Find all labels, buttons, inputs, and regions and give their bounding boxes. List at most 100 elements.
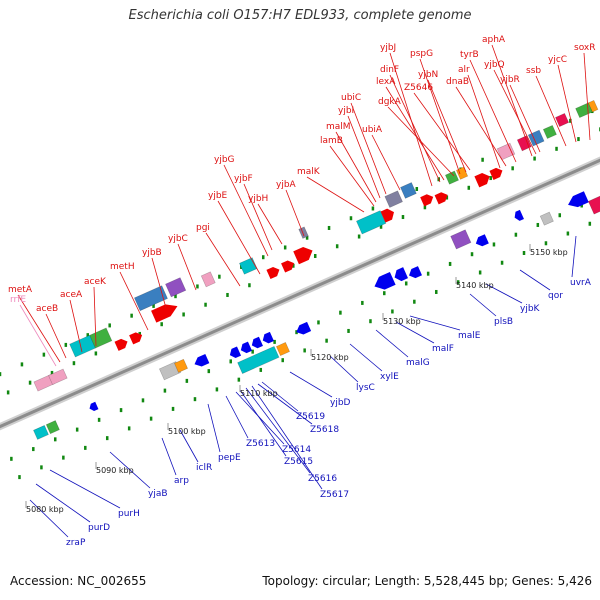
forward-gene-block bbox=[48, 368, 68, 385]
top-label-callout bbox=[19, 304, 57, 367]
bottom-label-callout bbox=[245, 387, 311, 474]
top-label-callout bbox=[583, 52, 591, 141]
guide-dot bbox=[555, 146, 558, 151]
forward-gene-block bbox=[298, 226, 309, 239]
forward-gene-arrow bbox=[281, 260, 295, 273]
forward-gene-arrow bbox=[434, 192, 448, 205]
guide-dot bbox=[185, 378, 189, 383]
top-gene-label: yjbI bbox=[338, 106, 354, 116]
bottom-gene-label: qor bbox=[548, 291, 563, 301]
guide-dot bbox=[32, 447, 35, 452]
bottom-gene-label: Z5615 bbox=[284, 457, 313, 467]
guide-dot bbox=[292, 263, 295, 268]
guide-dot bbox=[305, 235, 309, 240]
top-gene-label: dinF bbox=[380, 65, 399, 75]
forward-gene-arrow bbox=[293, 247, 313, 265]
guide-dot bbox=[522, 250, 526, 255]
guide-dot bbox=[303, 348, 306, 353]
top-label-callout bbox=[205, 232, 241, 287]
bottom-gene-label: malE bbox=[458, 331, 481, 341]
guide-dot bbox=[544, 241, 548, 246]
top-label-callout bbox=[509, 84, 541, 153]
guide-dot bbox=[204, 302, 207, 307]
reverse-gene-arrow bbox=[251, 336, 263, 349]
reverse-gene-arrow bbox=[229, 346, 242, 359]
bottom-gene-label: zraP bbox=[66, 538, 86, 548]
top-label-callout bbox=[347, 115, 381, 199]
guide-dot bbox=[273, 339, 276, 344]
bottom-label-callout bbox=[179, 429, 199, 463]
bottom-label-callout bbox=[161, 437, 177, 476]
top-label-callout bbox=[389, 74, 441, 183]
forward-gene-block bbox=[134, 285, 168, 312]
top-label-callout bbox=[371, 134, 401, 191]
top-gene-label: yjbB bbox=[142, 248, 162, 258]
bottom-label-callout bbox=[469, 293, 497, 317]
top-gene-label: aphA bbox=[482, 35, 506, 45]
top-label-callout bbox=[17, 294, 61, 363]
reverse-gene-block bbox=[237, 345, 280, 374]
top-gene-label: yjbQ bbox=[484, 60, 505, 70]
guide-dot bbox=[127, 426, 131, 431]
top-label-callout bbox=[93, 286, 97, 347]
top-label-callout bbox=[469, 59, 517, 163]
top-label-callout bbox=[455, 86, 507, 167]
ruler-tick-label: 5140 kbp bbox=[456, 281, 494, 290]
bottom-gene-label: pepE bbox=[218, 453, 241, 463]
reverse-gene-arrow bbox=[394, 267, 408, 282]
reverse-gene-block bbox=[174, 358, 189, 373]
guide-dot bbox=[215, 387, 219, 392]
guide-dot bbox=[105, 436, 109, 441]
forward-gene-block bbox=[69, 334, 96, 358]
forward-gene-block bbox=[239, 257, 258, 275]
ruler-tick-label: 5080 kbp bbox=[26, 505, 64, 514]
reverse-gene-arrow bbox=[475, 234, 489, 247]
guide-dot bbox=[467, 185, 471, 190]
bottom-label-callout bbox=[225, 395, 249, 439]
guide-dot bbox=[193, 397, 197, 402]
guide-dot bbox=[566, 231, 570, 236]
top-gene-label: lamB bbox=[320, 136, 343, 146]
guide-dot bbox=[226, 292, 229, 297]
forward-gene-arrow bbox=[380, 208, 394, 223]
bottom-label-callout bbox=[207, 403, 221, 453]
guide-dot bbox=[130, 313, 133, 318]
bottom-gene-label: Z5616 bbox=[308, 474, 337, 484]
top-label-callout bbox=[385, 86, 445, 181]
guide-dot bbox=[84, 445, 87, 450]
guide-dot bbox=[347, 328, 350, 333]
reverse-gene-arrow bbox=[296, 321, 312, 335]
forward-gene-block bbox=[400, 182, 417, 199]
guide-dot bbox=[426, 271, 430, 276]
top-gene-label: yjbF bbox=[234, 174, 253, 184]
guide-dot bbox=[42, 352, 46, 357]
reverse-gene-block bbox=[45, 420, 60, 435]
top-label-callout bbox=[285, 189, 305, 237]
bottom-gene-label: uvrA bbox=[570, 278, 592, 288]
bottom-label-callout bbox=[289, 371, 333, 398]
reverse-gene-arrow bbox=[89, 401, 99, 412]
bottom-gene-label: Z5613 bbox=[246, 439, 275, 449]
guide-dot bbox=[10, 456, 13, 461]
bottom-label-callout bbox=[329, 355, 359, 383]
genome-summary-text: Topology: circular; Length: 5,528,445 bp… bbox=[262, 574, 592, 588]
top-label-callout bbox=[491, 44, 533, 157]
forward-gene-arrow bbox=[151, 304, 178, 323]
forward-gene-block bbox=[165, 277, 187, 298]
bottom-gene-label: plsB bbox=[494, 317, 513, 327]
guide-dot bbox=[325, 338, 328, 343]
top-label-callout bbox=[45, 313, 67, 359]
guide-dot bbox=[500, 260, 504, 265]
bottom-gene-label: purD bbox=[88, 523, 110, 533]
top-label-callout bbox=[557, 64, 577, 143]
forward-gene-arrow bbox=[420, 194, 434, 207]
bottom-label-callout bbox=[519, 269, 551, 291]
top-label-callout bbox=[387, 106, 455, 177]
guide-dot bbox=[94, 351, 98, 356]
bottom-gene-label: xylE bbox=[380, 372, 399, 382]
reverse-gene-block bbox=[450, 229, 472, 250]
guide-dot bbox=[514, 232, 518, 237]
guide-dot bbox=[423, 205, 427, 210]
guide-dot bbox=[53, 437, 57, 442]
